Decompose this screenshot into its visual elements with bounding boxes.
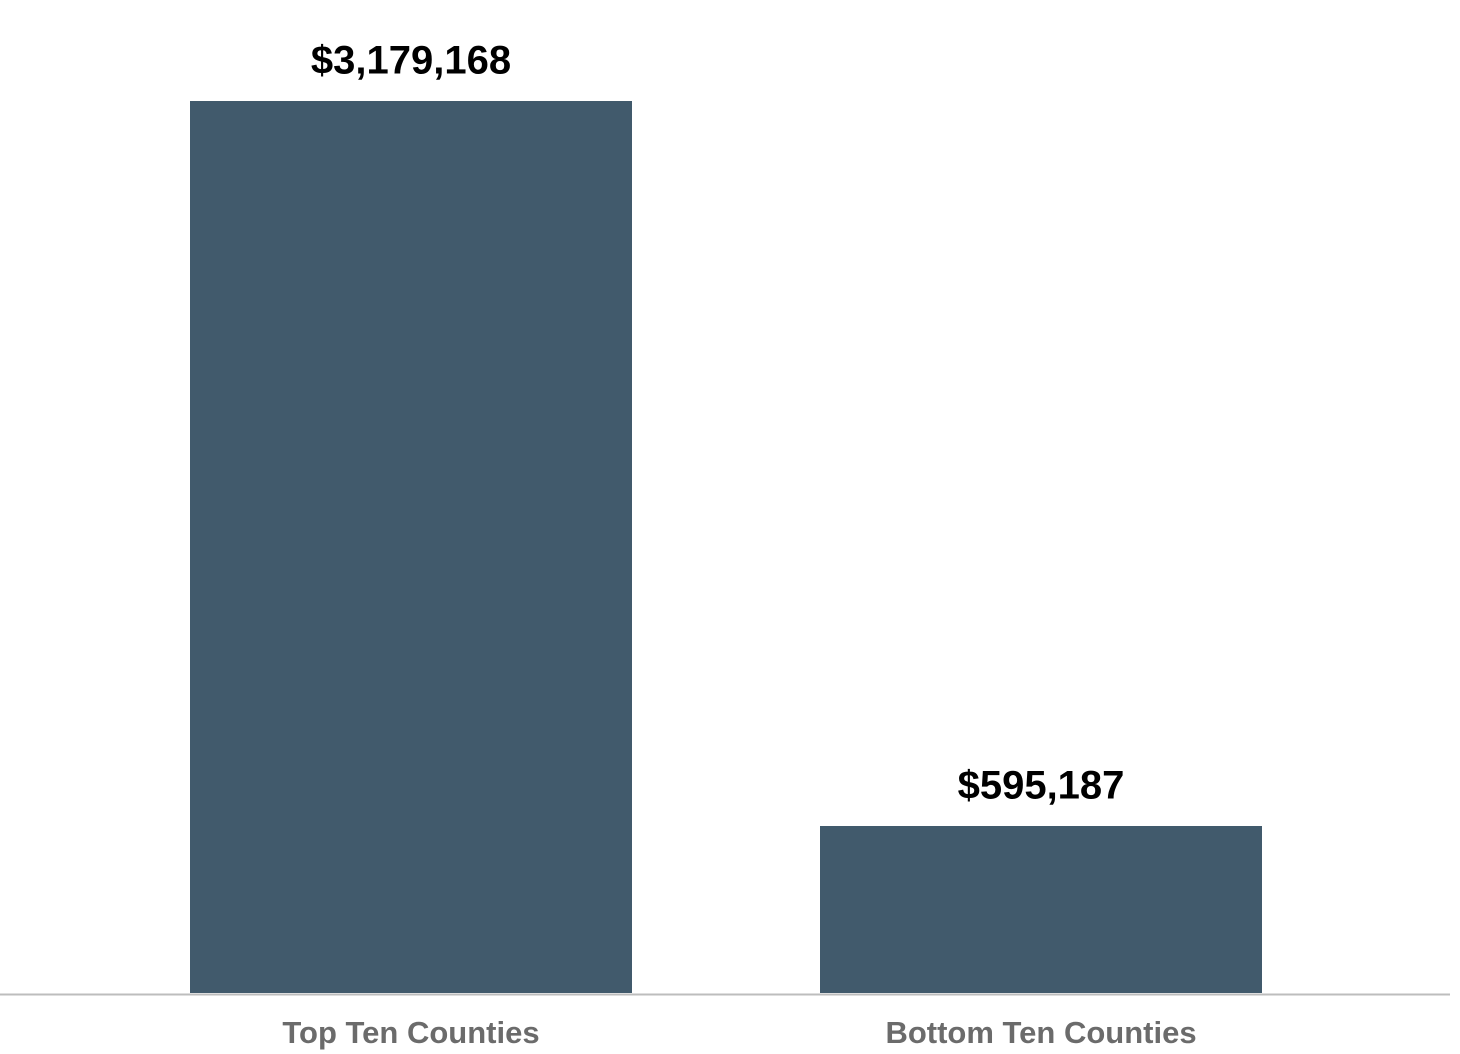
x-tick-label: Bottom Ten Counties: [885, 1015, 1196, 1050]
x-tick-label: Top Ten Counties: [282, 1015, 539, 1050]
bar: [820, 826, 1262, 993]
bar: [190, 101, 632, 993]
value-label: $3,179,168: [311, 39, 511, 83]
value-label: $595,187: [958, 764, 1125, 808]
